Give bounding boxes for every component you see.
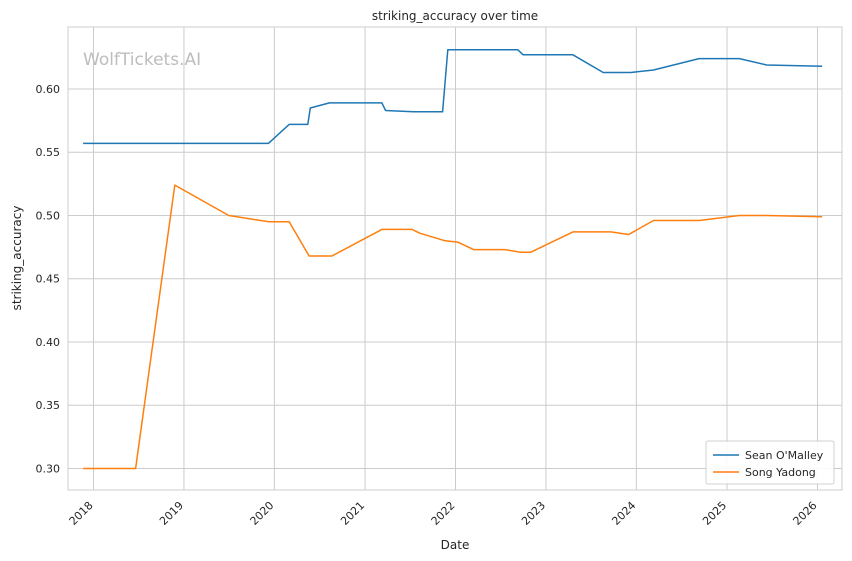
legend-label-2: Song Yadong: [745, 466, 816, 479]
y-tick-label: 0.60: [36, 83, 61, 96]
y-tick-label: 0.45: [36, 273, 61, 286]
series-layer: [83, 49, 823, 470]
y-tick-label: 0.30: [36, 462, 61, 475]
legend: Sean O'Malley Song Yadong: [705, 440, 835, 485]
y-tick-label: 0.50: [36, 209, 61, 222]
series-line-1: [83, 49, 823, 145]
watermark: WolfTickets.AI: [83, 50, 201, 70]
chart-title: striking_accuracy over time: [372, 9, 538, 23]
y-tick-labels: 0.30 0.35 0.40 0.45 0.50 0.55 0.60: [36, 83, 61, 476]
x-gridlines: [93, 27, 818, 490]
x-axis-label: Date: [441, 538, 470, 552]
legend-box: [705, 440, 835, 485]
plot-frame: [67, 26, 843, 491]
y-tick-label: 0.35: [36, 399, 61, 412]
y-axis-label: striking_accuracy: [10, 206, 24, 311]
y-tick-label: 0.55: [36, 146, 61, 159]
y-tick-label: 0.40: [36, 336, 61, 349]
series-line-2: [83, 184, 823, 470]
legend-label-1: Sean O'Malley: [745, 449, 824, 462]
